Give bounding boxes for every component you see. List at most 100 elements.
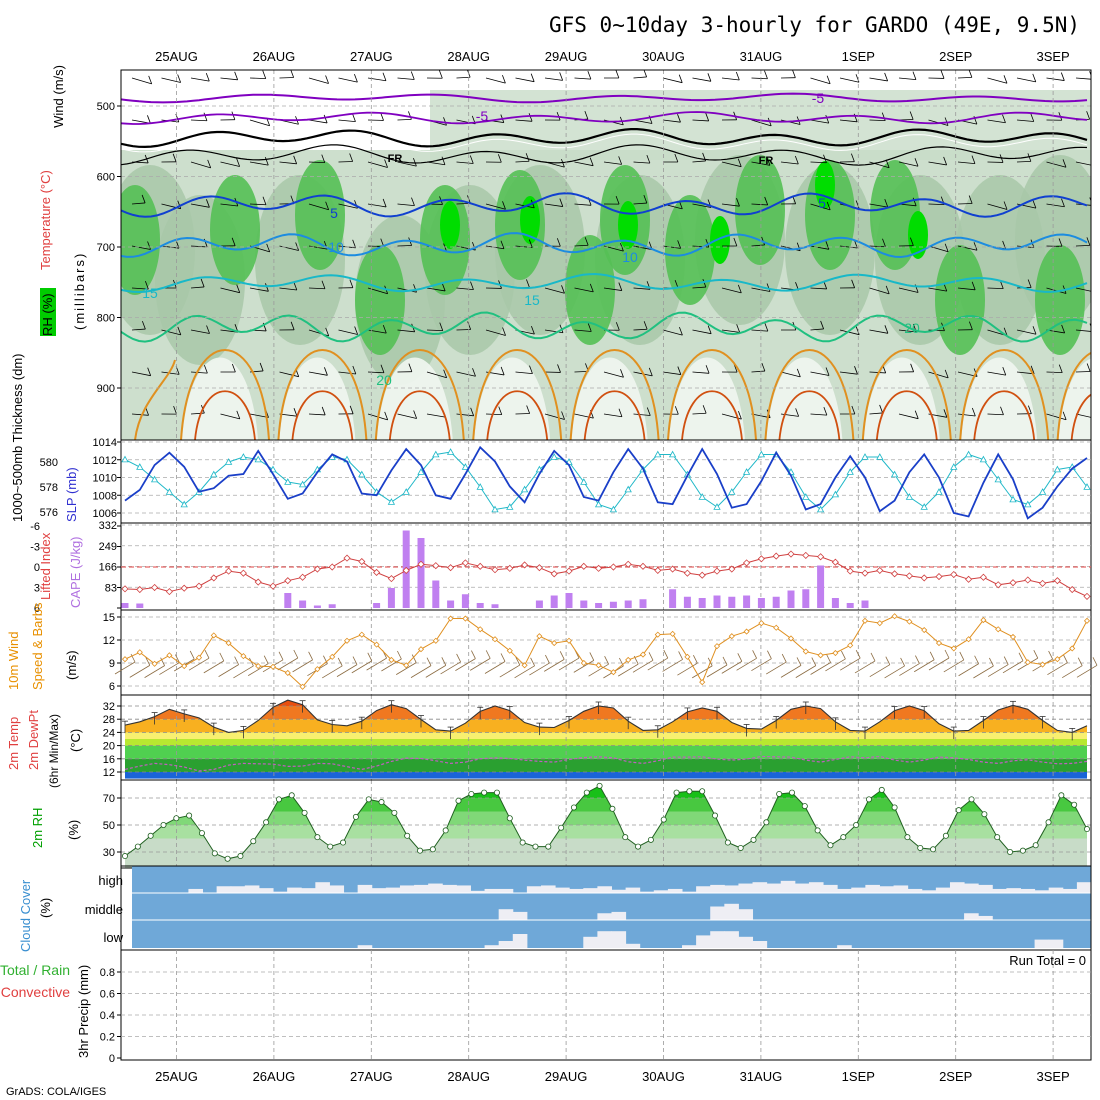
instability-panel: -6 -3 0 3 6 83 166 249 332 Lifted Index CAPE (J/… — [30, 520, 1092, 615]
contour-label: -5 — [812, 90, 825, 106]
wind-barb-feather — [1028, 405, 1032, 414]
wind-barb — [544, 77, 563, 81]
wind-barb-feather — [321, 406, 326, 416]
data-point — [968, 796, 975, 803]
data-point — [773, 624, 780, 631]
wind-barb — [854, 660, 876, 674]
cloud-block — [597, 931, 612, 948]
wind-barb — [159, 662, 180, 675]
data-point — [817, 652, 824, 659]
data-point — [391, 809, 398, 816]
wind-barb-feather — [293, 408, 298, 417]
wind-barb — [869, 161, 890, 169]
rh-area — [121, 185, 160, 295]
cape-bar — [313, 605, 321, 608]
wind-barb — [292, 659, 313, 673]
data-point — [609, 505, 618, 513]
wind-barb — [810, 77, 831, 85]
wind-barb — [692, 77, 711, 82]
wind-barb-feather — [203, 112, 208, 121]
tick-label: 166 — [99, 562, 117, 574]
data-point — [750, 836, 757, 843]
wind-barb-feather — [587, 323, 592, 332]
wind-barb — [987, 371, 1006, 376]
date-label-top: 30AUG — [642, 49, 685, 64]
data-point — [965, 636, 972, 643]
wind-barb — [1016, 371, 1035, 375]
temperature-contour — [291, 390, 354, 440]
wind-barb-feather — [1086, 363, 1091, 372]
cloud-level-label: high — [98, 873, 123, 888]
data-point — [225, 640, 232, 647]
wind-barb-feather — [397, 650, 402, 660]
wind-barb-feather — [841, 650, 846, 660]
wind-barb — [810, 161, 827, 164]
wind-barb — [810, 245, 829, 250]
wind-barb-feather — [737, 158, 742, 167]
cape-bar — [713, 595, 721, 608]
data-point — [787, 635, 795, 642]
wind-barb — [397, 77, 415, 80]
rh-area — [815, 161, 835, 209]
wind-barb — [220, 203, 238, 207]
wind-barb — [603, 161, 622, 165]
wind-barb — [1016, 77, 1036, 83]
data-point — [136, 463, 144, 470]
data-point — [712, 812, 719, 819]
wind-barb-feather — [189, 650, 195, 660]
cloud-level-label: low — [103, 930, 123, 945]
wind-barb — [249, 413, 269, 418]
wind-barb-feather — [231, 363, 236, 373]
wind-barb-feather — [914, 410, 919, 419]
wind-barb — [647, 657, 669, 671]
data-point — [387, 575, 395, 583]
data-point — [506, 647, 513, 654]
cloud-block — [470, 890, 486, 893]
wind-barb — [338, 119, 356, 123]
data-point — [166, 652, 173, 659]
cloud-block — [879, 886, 895, 893]
data-point — [550, 453, 558, 460]
cape-bar — [639, 599, 647, 608]
data-point — [831, 558, 839, 566]
temperature-contour — [194, 390, 256, 440]
data-point — [275, 796, 282, 803]
data-point — [481, 789, 488, 796]
cloud-block — [766, 883, 782, 893]
wind-barb-feather — [147, 115, 151, 124]
cloud-block — [498, 909, 514, 920]
wind-barb-feather — [989, 657, 994, 667]
wind-barb-feather — [735, 71, 740, 81]
wind-barb — [456, 76, 471, 79]
wind-barb-feather — [764, 322, 769, 332]
wind-barb-feather — [234, 71, 239, 80]
wind-barb-feather — [500, 653, 506, 662]
wind-barb-feather — [1002, 366, 1007, 376]
wind-barb-feather — [761, 362, 766, 372]
wind-barb-feather — [204, 364, 208, 374]
data-point — [477, 626, 484, 633]
data-point — [596, 782, 603, 789]
cape-bar — [609, 601, 617, 608]
wind-barb — [899, 663, 920, 676]
wind-barb-feather — [231, 237, 236, 246]
wind-barb-feather — [764, 70, 768, 79]
data-point — [476, 562, 484, 570]
wind-barb — [691, 665, 713, 679]
wind-barb-feather — [794, 155, 799, 165]
wind-barb-feather — [677, 240, 682, 249]
rh-area — [355, 245, 405, 355]
wind-barb-feather — [702, 405, 707, 414]
cloud-block — [512, 934, 528, 948]
data-point — [684, 653, 691, 660]
wind-barb — [721, 661, 743, 674]
wind-barb — [928, 657, 950, 671]
wind-barb-feather — [909, 111, 914, 120]
wind-barb-feather — [262, 196, 267, 205]
tick-label: 1006 — [93, 508, 117, 520]
rh-area — [710, 216, 730, 264]
wind-barb — [308, 413, 326, 416]
tick-label: 0 — [109, 1053, 115, 1065]
rh-area — [863, 357, 940, 440]
wind-barb — [633, 119, 653, 124]
